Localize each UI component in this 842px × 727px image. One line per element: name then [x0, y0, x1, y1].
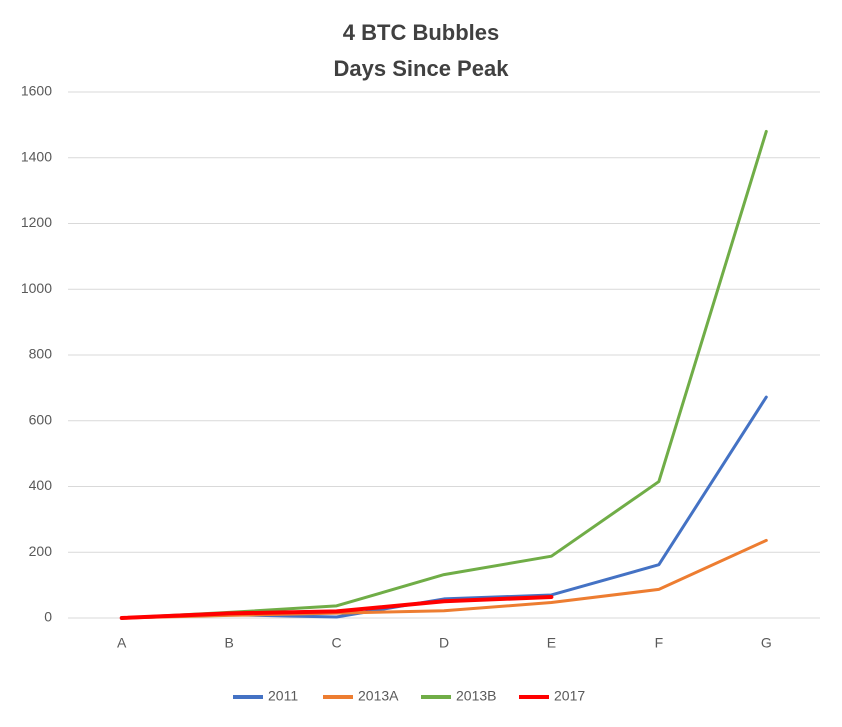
x-tick-label: F [655, 635, 664, 651]
legend-label: 2017 [554, 688, 585, 704]
legend-label: 2013B [456, 688, 496, 704]
y-tick-label: 800 [29, 346, 53, 362]
chart-subtitle: Days Since Peak [334, 56, 510, 81]
y-tick-label: 1200 [21, 214, 52, 230]
legend-label: 2011 [268, 688, 298, 704]
x-tick-label: E [547, 635, 556, 651]
x-tick-label: B [224, 635, 233, 651]
y-tick-label: 200 [29, 543, 53, 559]
x-tick-label: G [761, 635, 772, 651]
y-tick-label: 1400 [21, 148, 52, 164]
y-tick-label: 1600 [21, 83, 52, 99]
y-tick-label: 1000 [21, 280, 52, 296]
y-tick-label: 0 [44, 609, 52, 625]
legend-label: 2013A [358, 688, 399, 704]
x-tick-label: C [332, 635, 342, 651]
y-tick-label: 400 [29, 477, 53, 493]
y-tick-label: 600 [29, 411, 53, 427]
series-line [119, 594, 554, 620]
x-tick-label: D [439, 635, 449, 651]
x-tick-label: A [117, 635, 127, 651]
chart-title: 4 BTC Bubbles [343, 20, 499, 45]
